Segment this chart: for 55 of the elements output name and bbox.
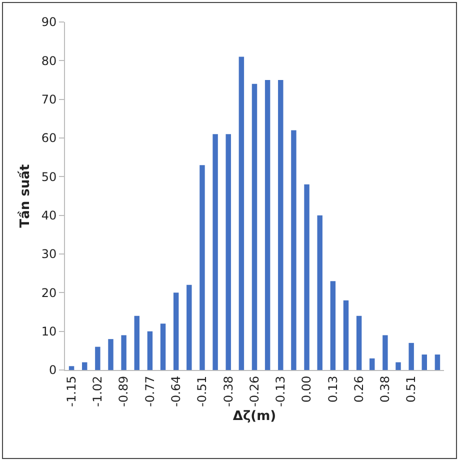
x-tick-label: -0.64 [168,376,183,407]
bar [291,130,296,370]
bar [147,331,153,370]
x-tick-label: 0.38 [378,376,392,403]
y-tick-label: 40 [41,208,57,223]
bar [264,80,270,370]
x-tick-label: 0.00 [300,376,314,403]
bar [422,354,428,370]
x-tick-label: 0.26 [352,376,366,403]
bar [330,281,336,370]
y-tick-label: 80 [41,54,57,68]
bar [160,324,166,370]
bar [317,215,322,370]
bar [434,354,440,370]
bar [95,346,100,370]
bar [82,362,88,370]
bar [186,284,192,370]
y-tick-label: 0 [48,363,57,378]
bar [226,134,231,370]
bar [108,339,114,370]
x-tick-label: 0.51 [404,376,418,403]
bar [173,292,179,370]
bar [121,335,126,370]
x-tick-label: -0.38 [221,376,236,407]
bar [304,184,310,370]
bar [356,316,362,370]
bar [370,358,375,370]
y-axis-title: Tần suất [17,164,33,228]
bar [238,56,244,370]
y-tick-label: 90 [41,15,57,30]
x-tick-label: -0.13 [274,376,288,407]
bar [252,84,258,370]
y-tick-label: 20 [41,286,57,300]
y-tick-label: 30 [41,247,57,262]
bar [68,366,74,370]
x-tick-label: 0.13 [326,376,340,403]
x-tick-label: -0.51 [195,376,210,407]
x-tick-label: -0.26 [247,376,262,407]
bar [343,300,349,370]
x-tick-label: -0.89 [116,376,131,407]
x-tick-label: -1.02 [90,376,105,407]
bar [134,316,140,370]
y-tick-label: 70 [41,92,57,107]
bar [408,342,414,370]
x-axis-title: Δζ(m) [232,408,276,424]
bar [396,362,401,370]
y-tick-label: 60 [41,131,57,146]
bar [382,335,388,370]
x-tick-label: -1.15 [64,376,78,407]
y-tick-label: 10 [41,324,57,339]
bar [278,80,284,370]
bar [212,134,218,370]
x-tick-label: -0.77 [142,376,157,407]
y-tick-label: 50 [41,170,57,184]
bar [200,165,205,370]
